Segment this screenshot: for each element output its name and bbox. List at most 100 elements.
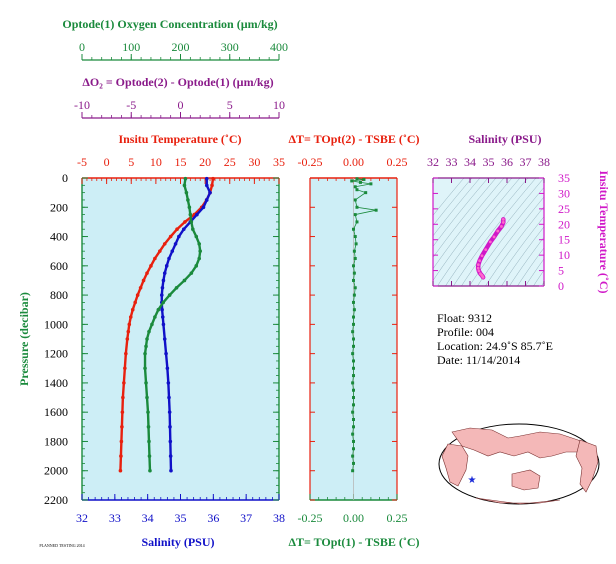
ts-isopycnal-line (433, 178, 497, 258)
pressure-tick-label: 400 (50, 230, 68, 244)
salinity-point (167, 410, 172, 414)
oxygen-point (147, 439, 151, 444)
dt-point (374, 208, 378, 212)
salinity-point (164, 351, 168, 356)
ts-isopycnal-line (433, 178, 481, 237)
salinity-point (167, 395, 171, 400)
oxygen-point (148, 468, 152, 473)
temperature-point (119, 454, 123, 458)
ts-point (477, 269, 481, 273)
ts-isopycnal-lines (433, 178, 544, 286)
oxygen-axis-title: Optode(1) Oxygen Concentration (µm/kg) (62, 17, 277, 31)
dt-point (352, 366, 355, 370)
dt-point (352, 322, 355, 326)
oxygen-point (174, 285, 179, 290)
ts-point (500, 225, 503, 228)
ts-point (476, 266, 480, 270)
delta-t-series (350, 177, 378, 473)
temperature-point (149, 264, 153, 268)
dt-point (351, 454, 355, 458)
dt-point (352, 278, 355, 282)
temperature-tick-label: -5 (77, 155, 87, 169)
dt-point (352, 388, 355, 392)
ts-y-tick-label: 20 (558, 217, 570, 231)
temperature-point (121, 395, 125, 400)
salinity-point (165, 366, 170, 371)
oxygen-point (182, 278, 187, 283)
map-land-americas (575, 439, 599, 493)
temperature-tick-label: 20 (199, 155, 211, 169)
temperature-point (120, 425, 124, 429)
dt-point (352, 374, 355, 378)
salinity-point (168, 439, 173, 444)
salinity-tick-label: 36 (207, 511, 219, 525)
ts-series (475, 217, 506, 280)
oxygen-point (197, 256, 202, 261)
ts-y-tick-label: 0 (558, 279, 564, 293)
dt-point (352, 308, 356, 312)
temperature-point (125, 337, 130, 341)
salinity-point (169, 468, 173, 473)
oxygen-point (161, 300, 166, 305)
oxygen-point (156, 307, 161, 312)
dt-point (351, 352, 355, 356)
dt-point (351, 381, 355, 385)
dt-top-tick-label: 0.00 (343, 155, 364, 169)
dt-point (350, 179, 354, 183)
main-panel-background (82, 178, 279, 500)
dt-point (362, 177, 366, 181)
salinity-point (204, 176, 209, 181)
ts-point (492, 235, 496, 239)
salinity-tick-label: 33 (109, 511, 121, 525)
temperature-point (119, 439, 124, 444)
oxygen-point (191, 227, 195, 232)
dt-point (351, 432, 355, 436)
oxygen-tick-label: 100 (122, 40, 140, 54)
ts-isopycnal-line (461, 178, 544, 286)
oxygen-axis: 0 100 200 300 400 (79, 40, 288, 61)
dt-point (352, 293, 356, 297)
delta-o2-tick-label: -5 (126, 98, 136, 112)
pressure-tick-label: 1000 (44, 317, 68, 331)
salinity-point (204, 198, 209, 202)
temperature-tick-label: 10 (150, 155, 162, 169)
ts-x-tick-label: 32 (427, 155, 439, 169)
dt-point (352, 461, 355, 465)
salinity-point (162, 271, 167, 275)
salinity-point (170, 249, 175, 253)
ts-point (488, 240, 492, 244)
ts-salinity-title: Salinity (PSU) (468, 132, 541, 146)
temperature-point (127, 322, 132, 327)
pressure-tick-label: 600 (50, 259, 68, 273)
temperature-point (168, 234, 173, 239)
salinity-point (166, 381, 171, 385)
oxygen-point (197, 242, 202, 246)
oxygen-point (146, 425, 151, 429)
oxygen-point (182, 183, 187, 188)
temperature-point (175, 227, 179, 232)
dt-point (353, 198, 357, 202)
salinity-point (167, 256, 171, 261)
oxygen-point (153, 315, 157, 319)
dt-point (352, 418, 355, 421)
ts-point (496, 229, 500, 233)
salinity-axis-title: Salinity (PSU) (141, 535, 214, 549)
oxygen-point (186, 198, 190, 202)
ts-x-tick-label: 36 (501, 155, 513, 169)
salinity-tick-label: 32 (76, 511, 88, 525)
dt-point (352, 403, 355, 407)
salinity-point (160, 285, 165, 290)
oxygen-point (184, 190, 189, 195)
salinity-point (181, 227, 186, 232)
dt-bottom-tick-label: 0.00 (343, 511, 364, 525)
salinity-tick-label: 37 (240, 511, 252, 525)
salinity-point (201, 205, 206, 210)
ts-isopycnal-line (469, 187, 544, 286)
ts-y-tick-label: 30 (558, 186, 570, 200)
oxygen-point (150, 322, 154, 327)
delta-t-panel-axes: -0.25 0.00 0.25 -0.25 0.00 0.25 (298, 155, 408, 525)
ts-point (501, 221, 505, 224)
ts-temperature-title: Insitu Temperature (˚C) (597, 170, 611, 293)
